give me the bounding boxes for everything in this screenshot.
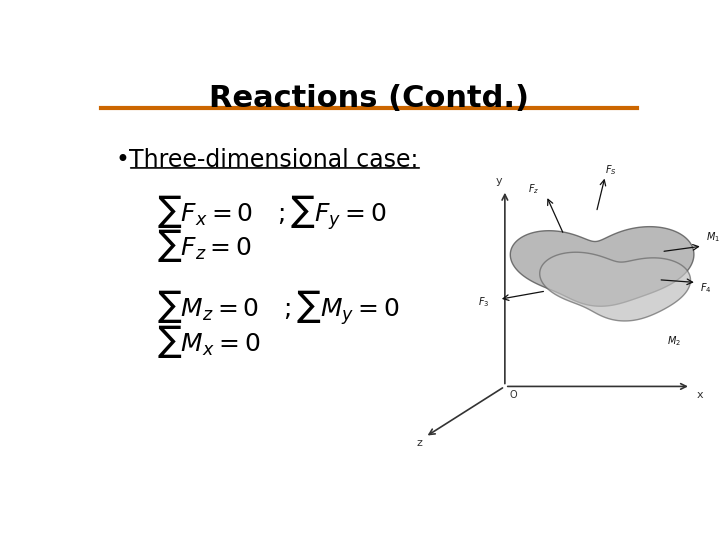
Text: $M_1$: $M_1$ [706,231,719,244]
Text: Three-dimensional case:: Three-dimensional case: [129,148,418,172]
Text: z: z [416,437,422,448]
Text: $F_4$: $F_4$ [700,281,711,295]
Polygon shape [510,227,694,306]
Text: •: • [115,148,129,172]
Text: $F_z$: $F_z$ [528,183,540,197]
Text: x: x [696,390,703,400]
Text: $\sum M_x = 0$: $\sum M_x = 0$ [157,323,261,360]
Text: $\sum F_z = 0$: $\sum F_z = 0$ [157,227,252,264]
Text: $\sum F_x = 0 \quad ; \sum F_y = 0$: $\sum F_x = 0 \quad ; \sum F_y = 0$ [157,193,387,232]
Text: $M_2$: $M_2$ [667,334,681,348]
Text: Reactions (Contd.): Reactions (Contd.) [209,84,529,112]
Text: y: y [495,177,503,186]
Polygon shape [540,252,690,321]
Text: $F_3$: $F_3$ [478,295,490,309]
Text: $\sum M_z = 0 \quad ; \sum M_y = 0$: $\sum M_z = 0 \quad ; \sum M_y = 0$ [157,289,400,327]
Text: O: O [510,390,518,400]
Text: $F_S$: $F_S$ [606,163,617,177]
